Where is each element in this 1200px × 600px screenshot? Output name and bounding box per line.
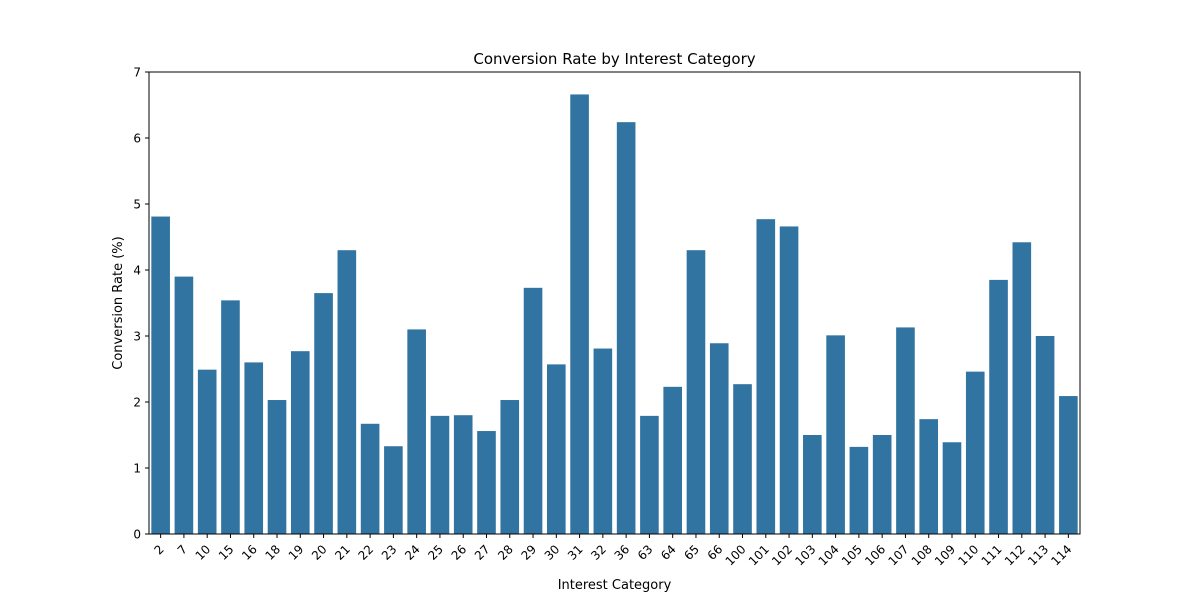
x-tick-label: 22 [356, 542, 377, 563]
bar-30 [547, 364, 566, 534]
bar-18 [267, 400, 287, 534]
x-tick-label: 27 [472, 542, 493, 563]
x-tick-label: 31 [565, 542, 586, 563]
bar-36 [616, 122, 636, 534]
x-tick-label: 23 [379, 542, 400, 563]
x-tick-label: 109 [932, 542, 958, 568]
x-tick-label: 102 [769, 542, 795, 568]
bar-64 [663, 386, 682, 534]
plot-frame [148, 71, 1081, 535]
y-axis: 0 1 2 3 4 5 6 7 [133, 66, 149, 542]
bar-106 [872, 435, 892, 534]
x-tick-label: 103 [792, 542, 818, 568]
x-tick-label: 101 [746, 542, 772, 568]
x-tick-label: 65 [681, 542, 702, 563]
bar-108 [919, 419, 939, 534]
bar-15 [221, 300, 240, 534]
bar-26 [453, 415, 473, 534]
bar-63 [640, 415, 659, 534]
bar-19 [290, 351, 310, 534]
x-tick-label: 20 [309, 542, 330, 563]
x-tick-label: 110 [955, 542, 981, 568]
x-tick-label: 10 [193, 542, 214, 563]
x-tick-label: 100 [723, 542, 749, 568]
bar-10 [197, 369, 217, 534]
y-axis-label: Conversion Rate (%) [111, 236, 126, 369]
x-tick-label: 112 [1002, 542, 1028, 568]
x-tick-label: 18 [262, 542, 283, 563]
x-tick-label: 24 [402, 542, 423, 563]
bar-29 [523, 287, 543, 534]
x-tick-label: 106 [862, 542, 888, 568]
bar-104 [826, 335, 845, 534]
x-tick-label: 107 [885, 542, 911, 568]
x-tick-label: 63 [635, 542, 656, 563]
bar-110 [965, 371, 985, 534]
bar-111 [989, 279, 1008, 534]
chart-title: Conversion Rate by Interest Category [473, 50, 755, 68]
bar-31 [570, 94, 589, 534]
bar-107 [896, 327, 915, 534]
x-tick-label: 104 [816, 542, 842, 568]
x-tick-label: 36 [612, 542, 633, 563]
x-tick-label: 29 [518, 542, 539, 563]
bar-66 [709, 343, 729, 534]
bar-16 [244, 362, 264, 534]
bar-101 [756, 219, 776, 534]
bar-114 [1059, 396, 1078, 534]
bar-100 [733, 384, 752, 534]
y-tick-label: 0 [133, 528, 141, 542]
x-tick-label: 114 [1048, 542, 1074, 568]
x-tick-label: 64 [658, 542, 679, 563]
y-tick-label: 4 [133, 264, 141, 278]
bar-20 [314, 293, 333, 534]
y-tick-label: 7 [133, 66, 141, 80]
bar-105 [849, 446, 869, 534]
x-tick-label: 19 [286, 542, 307, 563]
y-tick-label: 3 [133, 330, 141, 344]
x-tick-label: 105 [839, 542, 865, 568]
y-tick-label: 5 [133, 198, 141, 212]
x-tick-label: 26 [449, 542, 470, 563]
bar-22 [360, 423, 380, 534]
x-tick-label: 66 [705, 542, 726, 563]
bar-7 [174, 276, 194, 534]
x-tick-label: 108 [909, 542, 935, 568]
x-tick-label: 15 [216, 542, 237, 563]
bar-32 [593, 348, 613, 534]
x-tick-label: 113 [1025, 542, 1051, 568]
x-tick-label: 21 [332, 542, 353, 563]
x-tick-label: 16 [239, 542, 260, 563]
bar-109 [942, 442, 962, 534]
bar-113 [1035, 336, 1055, 534]
x-axis-label: Interest Category [558, 578, 672, 593]
bar-23 [384, 446, 403, 534]
bar-2 [151, 216, 170, 535]
x-tick-label: 111 [979, 542, 1005, 568]
y-tick-label: 6 [133, 132, 141, 146]
x-tick-label: 28 [495, 542, 516, 563]
bars-group [151, 94, 1078, 535]
x-tick-label: 2 [151, 542, 166, 557]
x-tick-label: 25 [425, 542, 446, 563]
y-tick-label: 2 [133, 396, 141, 410]
bar-112 [1012, 242, 1032, 534]
x-tick-label: 32 [588, 542, 609, 563]
y-tick-label: 1 [133, 462, 141, 476]
bar-103 [803, 435, 822, 534]
x-axis: 2 7 10 15 16 18 19 20 21 22 23 24 25 26 27 28 29 30 31 32 36… [151, 534, 1074, 568]
bar-28 [500, 400, 520, 534]
x-tick-label: 7 [175, 542, 190, 557]
bar-21 [337, 250, 357, 534]
bar-24 [407, 329, 426, 534]
bar-65 [686, 250, 706, 534]
x-tick-label: 30 [542, 542, 563, 563]
bar-27 [477, 431, 496, 534]
bar-25 [430, 415, 450, 534]
bar-102 [779, 226, 799, 534]
